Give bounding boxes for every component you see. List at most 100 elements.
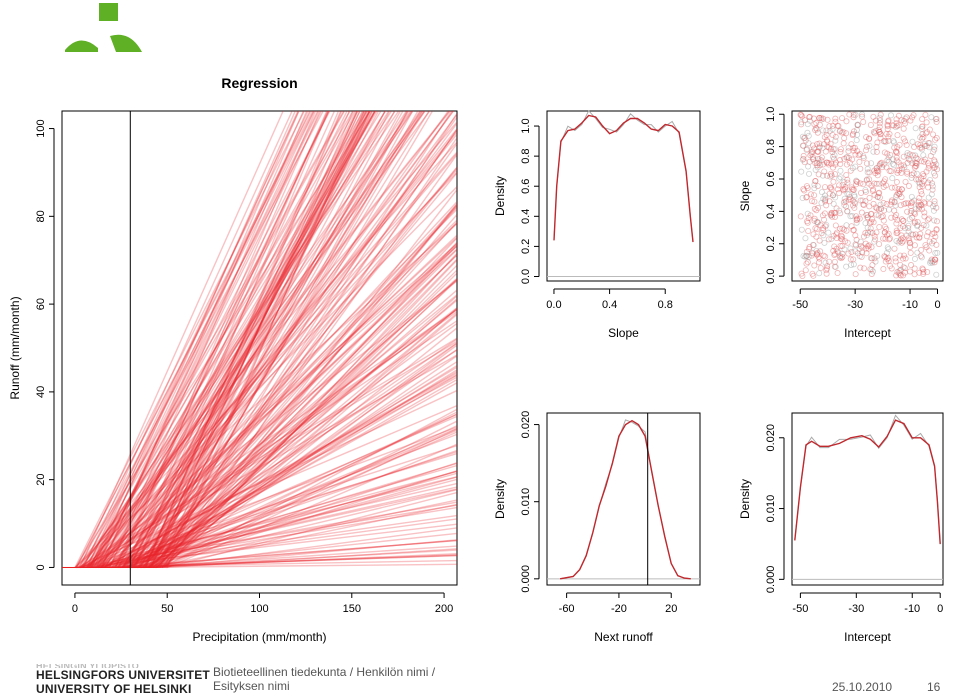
scatter-point — [844, 179, 851, 186]
scatter-point — [833, 205, 840, 212]
scatter-point — [815, 171, 822, 178]
scatter-point — [849, 213, 856, 220]
scatter-point — [909, 160, 916, 167]
regression-line — [148, 279, 457, 568]
regression-line — [142, 111, 404, 568]
scatter-point — [902, 115, 909, 122]
scatter-point — [853, 213, 860, 220]
regression-line — [123, 111, 426, 568]
scatter-point — [911, 255, 918, 262]
scatter-point — [874, 139, 881, 146]
scatter-point — [931, 146, 938, 153]
scatter-point — [933, 226, 940, 233]
regression-line — [89, 111, 299, 568]
scatter-point — [862, 198, 869, 205]
scatter-point — [917, 134, 924, 141]
regression-line — [133, 111, 366, 568]
scatter-point — [803, 252, 810, 259]
scatter-point — [887, 262, 894, 269]
scatter-point — [850, 186, 857, 193]
scatter-point — [894, 122, 901, 129]
scatter-point — [893, 116, 900, 123]
scatter-point — [832, 115, 839, 122]
scatter-point — [848, 141, 855, 148]
density-line — [553, 114, 694, 242]
regression-line — [132, 111, 373, 568]
scatter-point — [890, 137, 897, 144]
scatter-point — [853, 217, 860, 224]
scatter-point — [860, 153, 867, 160]
scatter-point — [801, 187, 808, 194]
logo-left-leaf — [65, 40, 98, 52]
scatter-point — [825, 159, 832, 166]
scatter-point — [887, 201, 894, 208]
scatter-point — [882, 139, 889, 146]
regression-line — [130, 342, 457, 569]
x-tick-label: 0 — [934, 299, 940, 311]
scatter-point — [864, 165, 871, 172]
scatter-point — [816, 144, 823, 151]
scatter-point — [871, 191, 878, 198]
regression-line — [75, 559, 457, 569]
scatter-point — [841, 202, 848, 209]
regression-line — [142, 206, 457, 568]
footer-description: Biotieteellinen tiedekunta / Henkilön ni… — [213, 665, 435, 693]
scatter-point — [837, 167, 844, 174]
scatter-point — [799, 142, 806, 149]
scatter-point — [816, 270, 823, 277]
scatter-point — [806, 170, 813, 177]
scatter-point — [811, 185, 818, 192]
regression-line — [74, 222, 457, 568]
scatter-point — [883, 225, 890, 232]
scatter-point — [814, 164, 821, 171]
scatter-point — [881, 253, 888, 260]
regression-line — [111, 111, 455, 568]
scatter-point — [859, 111, 866, 118]
scatter-point — [820, 195, 827, 202]
scatter-point — [876, 180, 883, 187]
regression-line — [134, 111, 367, 568]
regression-line — [80, 389, 457, 569]
scatter-point — [828, 186, 835, 193]
y-tick-label: 0.0 — [520, 269, 532, 284]
scatter-point — [849, 165, 856, 172]
scatter-point — [886, 131, 893, 138]
scatter-point — [895, 112, 902, 119]
scatter-point — [804, 146, 811, 153]
scatter-point — [933, 218, 940, 225]
scatter-point — [850, 227, 857, 234]
scatter-point — [820, 232, 827, 239]
scatter-point — [841, 155, 848, 162]
scatter-point — [926, 200, 933, 207]
scatter-point — [921, 177, 928, 184]
scatter-point — [932, 136, 939, 143]
university-name-en: UNIVERSITY OF HELSINKI — [36, 682, 192, 696]
scatter-point — [913, 159, 920, 166]
scatter-point — [866, 136, 873, 143]
regression-line — [155, 258, 457, 568]
scatter-point — [913, 162, 920, 169]
scatter-point — [815, 155, 822, 162]
x-tick-label: 100 — [250, 603, 268, 615]
scatter-point — [919, 265, 926, 272]
regression-line — [163, 204, 457, 568]
scatter-point — [831, 152, 838, 159]
scatter-point — [880, 200, 887, 207]
scatter-point — [888, 197, 895, 204]
scatter-point — [818, 189, 825, 196]
scatter-point — [857, 165, 864, 172]
scatter-point — [896, 269, 903, 276]
scatter-point — [897, 252, 904, 259]
scatter-point — [933, 115, 940, 122]
scatter-point — [914, 141, 921, 148]
scatter-point — [914, 223, 921, 230]
scatter-point — [798, 112, 805, 119]
scatter-point — [816, 160, 823, 167]
scatter-point — [823, 202, 830, 209]
regression-line — [135, 167, 457, 568]
scatter-point — [915, 201, 922, 208]
scatter-point — [848, 261, 855, 268]
scatter-point — [893, 148, 900, 155]
scatter-point — [924, 179, 931, 186]
regression-line — [156, 269, 457, 568]
